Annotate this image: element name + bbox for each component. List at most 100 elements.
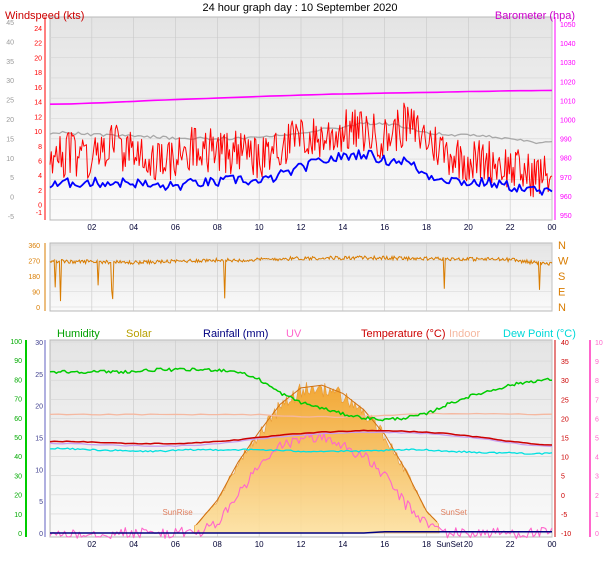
barometer-tick-label: 1010 xyxy=(560,98,576,105)
uv-line xyxy=(49,431,553,540)
humidity-tick-label: 0 xyxy=(18,531,22,538)
temperature-tick-label: -5 xyxy=(561,512,567,519)
direction-tick-label: 0 xyxy=(36,305,40,312)
temperature-tick-label: 35 xyxy=(561,359,569,366)
wind-x-tick-label: 08 xyxy=(213,223,222,232)
wind-x-tick-label: 16 xyxy=(380,223,389,232)
legend-item: Rainfall (mm) xyxy=(203,328,268,340)
barometer-tick-label: 1040 xyxy=(560,41,576,48)
wind-gust-line xyxy=(49,102,553,198)
barometer-tick-label: 1020 xyxy=(560,79,576,86)
windspeed-tick-label: 24 xyxy=(34,26,42,33)
temperature-x-tick-label: 14 xyxy=(338,540,347,549)
barometer-tick-label: 1050 xyxy=(560,22,576,29)
temperature-tick-label: -10 xyxy=(561,531,571,538)
windspeed-tick-label: 8 xyxy=(38,144,42,151)
legend-item: Solar xyxy=(126,328,152,340)
wind-x-tick-label: 04 xyxy=(129,223,138,232)
temperature-tick-label: 0 xyxy=(561,493,565,500)
barometer-tick-label: 1030 xyxy=(560,60,576,67)
windspeed-axis-label: Windspeed (kts) xyxy=(5,10,84,22)
wind-x-tick-label: 12 xyxy=(297,223,306,232)
humidity-tick-label: 100 xyxy=(10,339,22,346)
temperature-tick-label: 30 xyxy=(561,378,569,385)
dew-point-line xyxy=(49,447,553,455)
wind-scale-tick-label: 15 xyxy=(6,136,14,143)
uv-tick-label: 6 xyxy=(595,416,599,423)
indoor-temperature-line xyxy=(49,412,553,418)
inner-left-tick-label: 20 xyxy=(35,404,43,411)
humidity-tick-label: 90 xyxy=(14,358,22,365)
indoor-barometer-line xyxy=(49,121,553,145)
humidity-tick-label: 70 xyxy=(14,397,22,404)
temperature-x-tick-label: 04 xyxy=(129,540,138,549)
temperature-x-tick-label: 06 xyxy=(171,540,180,549)
wind-scale-tick-label: 5 xyxy=(10,175,14,182)
rainfall-line xyxy=(50,530,552,534)
windspeed-tick-label: 4 xyxy=(38,173,42,180)
barometer-tick-label: 960 xyxy=(560,194,572,201)
barometer-tick-label: 980 xyxy=(560,156,572,163)
barometer-tick-label: 990 xyxy=(560,137,572,144)
legend-item: UV xyxy=(286,328,302,340)
legend-item: Dew Point (°C) xyxy=(503,328,576,340)
uv-tick-label: 1 xyxy=(595,512,599,519)
compass-label: S xyxy=(558,271,565,283)
temperature-x-tick-label: 20 xyxy=(464,540,473,549)
wind-scale-tick-label: 10 xyxy=(6,156,14,163)
wind-average-line xyxy=(49,149,553,196)
temperature-tick-label: 15 xyxy=(561,436,569,443)
humidity-tick-label: 80 xyxy=(14,377,22,384)
sunset-label: SunSet xyxy=(441,508,468,517)
barometer-tick-label: 970 xyxy=(560,175,572,182)
temperature-tick-label: 40 xyxy=(561,340,569,347)
humidity-tick-label: 20 xyxy=(14,493,22,500)
temperature-tick-label: 10 xyxy=(561,455,569,462)
humidity-tick-label: 50 xyxy=(14,435,22,442)
windspeed-tick-label: 14 xyxy=(34,100,42,107)
windspeed-tick-label: 2 xyxy=(38,188,42,195)
direction-tick-label: 90 xyxy=(32,290,40,297)
uv-tick-label: 2 xyxy=(595,493,599,500)
compass-label: E xyxy=(558,287,565,299)
compass-label: N xyxy=(558,240,566,252)
inner-left-tick-label: 0 xyxy=(39,531,43,538)
uv-tick-label: 8 xyxy=(595,378,599,385)
wind-scale-tick-label: 40 xyxy=(6,39,14,46)
uv-tick-label: 9 xyxy=(595,359,599,366)
temperature-x-tick-label: 22 xyxy=(506,540,515,549)
uv-tick-label: 3 xyxy=(595,474,599,481)
wind-x-tick-label: 22 xyxy=(506,223,515,232)
windspeed-tick-label: 0 xyxy=(38,203,42,210)
temperature-tick-label: 25 xyxy=(561,397,569,404)
barometer-line xyxy=(49,89,553,105)
uv-tick-label: 4 xyxy=(595,455,599,462)
wind-scale-tick-label: 35 xyxy=(6,59,14,66)
direction-tick-label: 360 xyxy=(28,243,40,250)
sunrise-label: SunRise xyxy=(162,508,193,517)
windspeed-tick-label: 22 xyxy=(34,41,42,48)
windspeed-tick-label: 16 xyxy=(34,85,42,92)
compass-label: W xyxy=(558,256,569,268)
windspeed-tick-label: 6 xyxy=(38,158,42,165)
wind-scale-tick-label: 25 xyxy=(6,98,14,105)
barometer-axis-label: Barometer (hpa) xyxy=(495,10,575,22)
inner-left-tick-label: 10 xyxy=(35,467,43,474)
windspeed-tick-label: 12 xyxy=(34,114,42,121)
wind-x-tick-label: 20 xyxy=(464,223,473,232)
windspeed-tick-label: 18 xyxy=(34,70,42,77)
temperature-x-tick-label: 12 xyxy=(297,540,306,549)
temperature-tick-label: 20 xyxy=(561,416,569,423)
heat-index-line xyxy=(49,431,553,448)
barometer-tick-label: 1000 xyxy=(560,118,576,125)
wind-scale-tick-label: -5 xyxy=(8,214,14,221)
chart-title: 24 hour graph day : 10 September 2020 xyxy=(202,2,397,14)
humidity-line xyxy=(49,367,552,422)
temperature-x-tick-label: 02 xyxy=(87,540,96,549)
wind-x-tick-label: 18 xyxy=(422,223,431,232)
inner-left-tick-label: 30 xyxy=(35,340,43,347)
temperature-x-tick-label: 08 xyxy=(213,540,222,549)
uv-tick-label: 0 xyxy=(595,531,599,538)
